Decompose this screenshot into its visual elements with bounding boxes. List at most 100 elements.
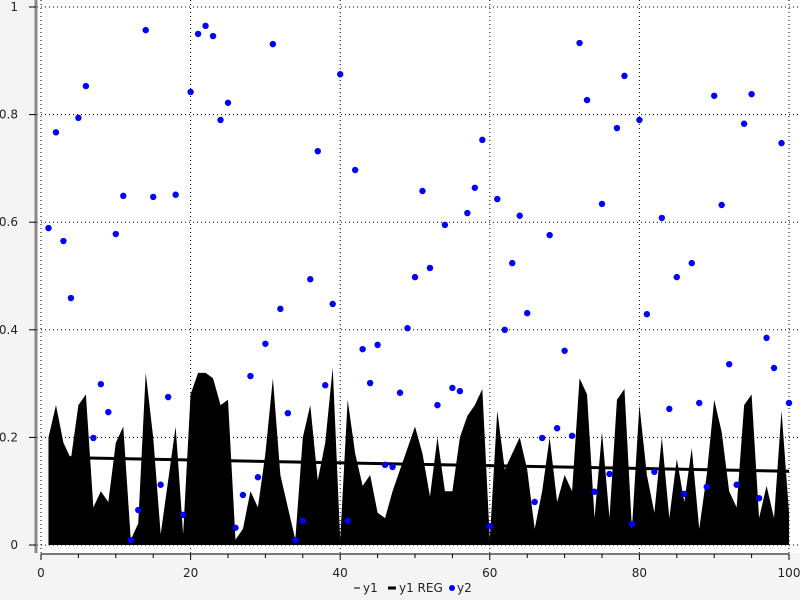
- y2-point: [135, 506, 142, 514]
- y2-point: [546, 231, 553, 239]
- x-tick-label: 20: [183, 566, 198, 580]
- y2-point: [501, 326, 508, 333]
- y-tick-label: 0.4: [0, 323, 18, 337]
- y2-point: [172, 191, 179, 198]
- y2-point: [711, 92, 718, 99]
- y2-point: [688, 259, 695, 267]
- y2-point: [202, 22, 209, 30]
- y2-point: [292, 536, 299, 544]
- x-tick-label: 100: [778, 566, 800, 580]
- y2-point: [217, 116, 224, 124]
- y2-point: [389, 463, 396, 471]
- y2-point: [67, 294, 75, 302]
- y2-scatter-group: [45, 22, 793, 544]
- y1-reg-group: [48, 455, 790, 473]
- y1-reg-line: [48, 455, 790, 473]
- y2-point: [411, 273, 419, 281]
- x-tick-label: 80: [632, 566, 647, 580]
- y2-point: [643, 310, 651, 318]
- y2-point: [157, 481, 164, 488]
- y2-point: [82, 82, 90, 90]
- y2-point: [426, 264, 434, 272]
- y-tick-label: 0.8: [0, 108, 18, 122]
- y2-point: [636, 116, 643, 124]
- y1-area-group: [48, 367, 790, 545]
- y2-point: [778, 139, 785, 147]
- y-axis: 0 0.2 0.4 0.6 0.8 1: [0, 0, 36, 552]
- y2-point: [314, 147, 321, 155]
- legend-y2-symbol: [449, 585, 455, 591]
- y2-point: [75, 114, 82, 122]
- y2-point: [209, 32, 217, 40]
- y2-point: [509, 259, 516, 267]
- y2-point: [120, 192, 127, 200]
- y2-point: [628, 520, 636, 528]
- y2-point: [449, 384, 456, 392]
- y2-point: [598, 200, 606, 208]
- y2-point: [194, 30, 202, 38]
- y2-point: [404, 324, 411, 332]
- y2-point: [531, 498, 538, 506]
- y2-point: [329, 300, 336, 308]
- y2-point: [127, 536, 134, 544]
- y2-point: [538, 434, 546, 442]
- y2-point: [142, 26, 149, 34]
- y2-point: [763, 334, 770, 342]
- y2-point: [681, 490, 688, 498]
- y2-point: [299, 517, 306, 524]
- y2-point: [90, 434, 97, 442]
- y2-point: [52, 129, 60, 136]
- y2-point: [673, 273, 680, 281]
- y2-point: [322, 382, 329, 389]
- y2-point: [740, 120, 748, 127]
- y2-point: [516, 212, 523, 219]
- y2-point: [591, 488, 598, 495]
- y2-point: [254, 474, 262, 481]
- y2-point: [583, 96, 591, 104]
- y2-point: [785, 399, 793, 407]
- y2-point: [658, 214, 666, 222]
- y2-point: [232, 524, 239, 531]
- y2-point: [284, 409, 292, 417]
- y2-point: [441, 221, 449, 229]
- y2-point: [307, 276, 314, 283]
- y2-point: [725, 361, 733, 368]
- y2-point: [45, 224, 52, 232]
- legend-y2-label: y2: [457, 581, 472, 595]
- y2-point: [247, 372, 254, 380]
- y2-point: [239, 491, 247, 499]
- y2-point: [553, 425, 561, 432]
- y2-point: [479, 136, 486, 144]
- y2-point: [164, 393, 172, 401]
- y2-point: [561, 347, 568, 354]
- y2-point: [494, 195, 501, 203]
- y2-point: [456, 387, 464, 395]
- y2-point: [696, 399, 703, 407]
- y2-point: [269, 40, 277, 48]
- y2-point: [651, 468, 658, 476]
- x-tick-label: 40: [333, 566, 348, 580]
- y2-point: [703, 483, 710, 491]
- y2-point: [486, 522, 493, 530]
- y2-point: [224, 99, 232, 106]
- y-tick-label: 0.2: [0, 430, 18, 444]
- y2-point: [524, 309, 531, 317]
- y2-point: [568, 432, 576, 439]
- y2-point: [359, 345, 366, 353]
- y1-area: [48, 367, 790, 545]
- y2-point: [621, 72, 628, 80]
- y2-point: [277, 305, 284, 313]
- y2-point: [471, 184, 479, 191]
- y2-point: [374, 341, 381, 349]
- y2-point: [770, 364, 778, 372]
- y2-point: [187, 88, 194, 96]
- x-tick-label: 0: [37, 566, 45, 580]
- y2-point: [755, 494, 763, 502]
- y2-point: [105, 408, 112, 416]
- y2-point: [351, 166, 359, 174]
- y2-point: [60, 237, 67, 245]
- y2-point: [150, 193, 157, 201]
- y2-point: [434, 401, 441, 409]
- y-tick-label: 0.6: [0, 215, 18, 229]
